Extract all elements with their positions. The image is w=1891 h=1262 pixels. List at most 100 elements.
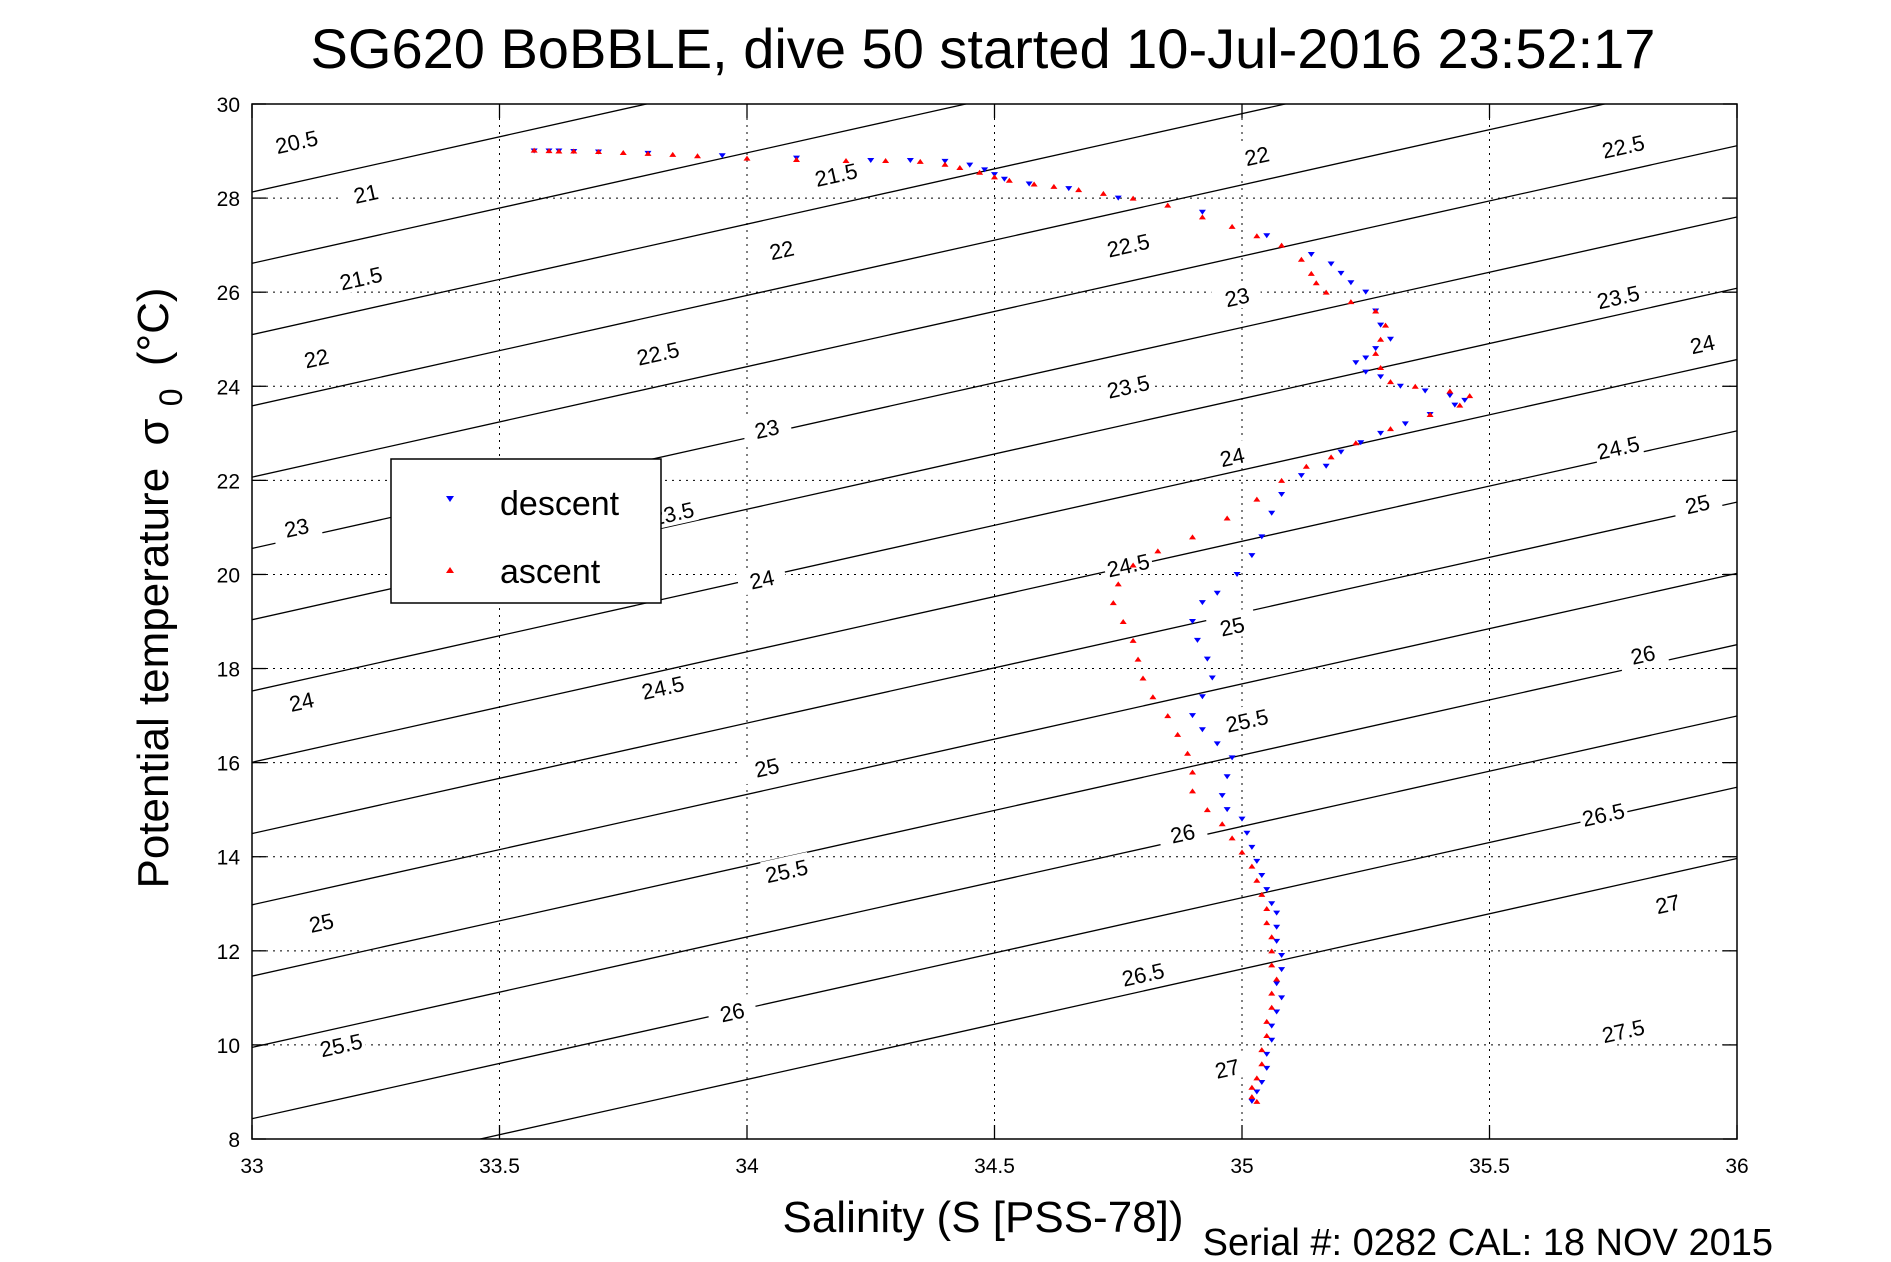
- descent-point: [1362, 369, 1370, 375]
- ascent-point: [1238, 849, 1246, 855]
- legend-ascent-marker: [446, 567, 454, 573]
- y-tick-label: 16: [217, 753, 240, 776]
- ascent-point: [1426, 412, 1434, 417]
- descent-point: [1248, 1098, 1256, 1104]
- ascent-point: [1322, 289, 1330, 295]
- descent-point: [1396, 383, 1404, 389]
- descent-point: [1372, 346, 1380, 352]
- ascent-point: [1278, 477, 1286, 483]
- descent-point: [1258, 873, 1266, 879]
- ascent-point: [619, 149, 627, 155]
- contour-label-22: 22: [302, 344, 331, 374]
- contour-line-22: [252, 104, 1608, 407]
- ascent-point: [1129, 562, 1137, 568]
- descent-point: [1114, 195, 1122, 201]
- contour-label-23: 23: [282, 513, 311, 543]
- contour-label-23: 23: [752, 414, 781, 444]
- ascent-point: [1268, 934, 1276, 940]
- ascent-point: [1253, 877, 1261, 883]
- contour-label-bg: [270, 508, 323, 545]
- ascent-point: [1184, 750, 1192, 756]
- contour-label-bg: [631, 334, 684, 371]
- descent-point: [1248, 553, 1256, 559]
- contour-line-25.5: [252, 572, 1737, 906]
- ascent-point: [1248, 1094, 1256, 1100]
- descent-point: [1065, 186, 1073, 192]
- ascent-point: [1268, 990, 1276, 996]
- descent-point: [1189, 619, 1196, 624]
- contour-label-25: 25: [1218, 612, 1247, 642]
- contour-label-bg: [1200, 1049, 1254, 1086]
- contour-line-21: [252, 104, 969, 264]
- descent-point: [1189, 713, 1196, 719]
- descent-point: [1268, 510, 1276, 516]
- descent-point: [1387, 336, 1394, 342]
- contour-line-26: [252, 644, 1737, 977]
- descent-point: [1263, 233, 1271, 239]
- x-tick-label: 35.5: [1469, 1155, 1510, 1178]
- ascent-point: [1327, 454, 1335, 460]
- descent-point: [867, 157, 875, 163]
- ascent-point: [1297, 256, 1305, 262]
- ascent-point: [1387, 379, 1394, 385]
- ascent-point: [1253, 496, 1261, 502]
- descent-point: [1278, 953, 1286, 959]
- descent-point: [1278, 967, 1286, 973]
- descent-point: [1278, 491, 1286, 497]
- contour-label-bg: [275, 682, 328, 719]
- ascent-point: [1223, 515, 1231, 521]
- descent-point: [1203, 656, 1211, 662]
- descent-point: [1362, 355, 1370, 361]
- contour-label-22: 22: [1242, 141, 1271, 171]
- y-axis-label-subscript: 0: [153, 388, 189, 406]
- descent-point: [1273, 910, 1281, 916]
- ascent-point: [530, 147, 538, 153]
- contour-line-27: [252, 786, 1737, 1120]
- contour-label-bg: [1616, 635, 1669, 672]
- descent-point: [1273, 938, 1281, 944]
- descent-point: [1218, 793, 1226, 799]
- ascent-point: [1263, 1033, 1271, 1038]
- contour-line-21.5: [252, 104, 1289, 336]
- descent-point: [1278, 995, 1286, 1001]
- ascent-point: [644, 150, 652, 156]
- descent-point: [1377, 374, 1385, 380]
- descent-point: [1213, 741, 1221, 747]
- descent-point: [1357, 440, 1365, 446]
- contour-label-bg: [334, 259, 387, 296]
- contour-label-bg: [735, 560, 788, 597]
- ascent-point: [694, 153, 701, 159]
- contour-label-bg: [1230, 136, 1283, 173]
- contour-label-bg: [755, 230, 808, 267]
- contour-label-25: 25: [752, 753, 781, 783]
- descent-point: [1337, 270, 1345, 276]
- contour-label-bg: [1675, 325, 1729, 361]
- contour-label-bg: [1670, 484, 1724, 521]
- descent-point: [1461, 397, 1469, 403]
- ascent-point: [1164, 202, 1172, 208]
- descent-point: [1198, 694, 1206, 700]
- descent-point: [1327, 261, 1335, 267]
- descent-point: [1228, 755, 1236, 761]
- ascent-point: [1372, 350, 1380, 356]
- ascent-point: [1258, 1047, 1266, 1053]
- ascent-point: [793, 157, 800, 163]
- ascent-point: [1263, 905, 1271, 911]
- y-tick-label: 12: [217, 941, 240, 964]
- ascent-point: [1139, 675, 1147, 681]
- ascent-point: [1119, 619, 1127, 624]
- ascent-point: [1248, 1084, 1256, 1090]
- contour-label-bg: [1101, 226, 1155, 263]
- descent-point: [1451, 402, 1459, 408]
- y-tick-label: 22: [217, 470, 240, 493]
- contour-label-26: 26: [718, 998, 747, 1028]
- contour-label-bg: [1591, 277, 1645, 314]
- contour-label-bg: [1596, 127, 1650, 164]
- descent-point: [1258, 1080, 1266, 1086]
- contour-label-bg: [1205, 607, 1259, 644]
- contour-line-24: [252, 358, 1737, 692]
- ascent-point: [1456, 402, 1464, 408]
- descent-point: [1208, 675, 1216, 681]
- contour-line-22.5: [252, 145, 1737, 478]
